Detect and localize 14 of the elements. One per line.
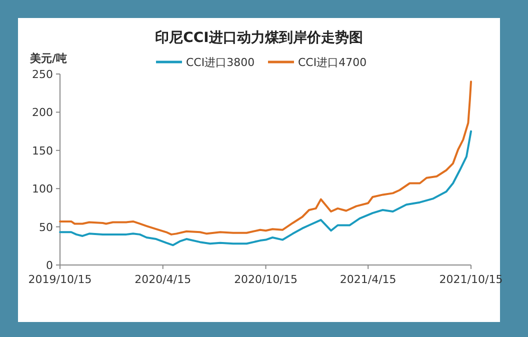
x-tick-label: 2021/4/15 — [340, 273, 396, 286]
y-tick-label: 200 — [32, 106, 53, 120]
x-tick-label: 2019/10/15 — [28, 273, 92, 286]
y-axis-title: 美元/吨 — [29, 52, 68, 65]
x-tick-label: 2020/10/15 — [234, 273, 298, 286]
y-tick-label: 0 — [46, 259, 53, 272]
legend-label: CCI进口4700 — [298, 56, 367, 69]
chart-title: 印尼CCI进口动力煤到岸价走势图 — [155, 30, 363, 46]
y-tick-label: 150 — [32, 144, 53, 158]
y-tick-label: 50 — [39, 220, 53, 234]
y-tick-label: 100 — [32, 182, 53, 196]
x-tick-label: 2020/4/15 — [134, 273, 192, 286]
legend-label: CCI进口3800 — [186, 56, 255, 69]
y-tick-label: 250 — [32, 68, 53, 81]
